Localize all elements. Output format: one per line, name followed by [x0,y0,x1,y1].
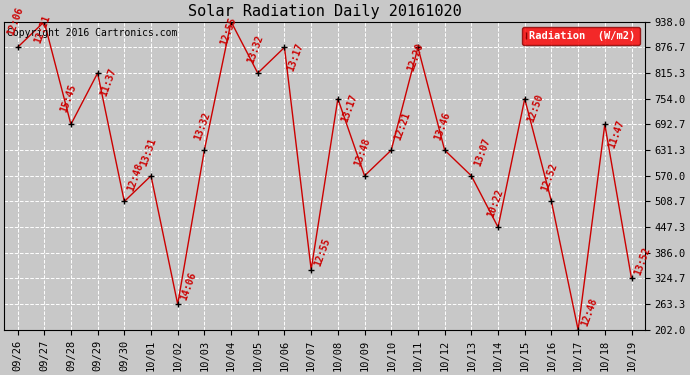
Text: 12:06: 12:06 [6,6,25,37]
Text: 12:21: 12:21 [32,13,52,45]
Text: Copyright 2016 Cartronics.com: Copyright 2016 Cartronics.com [8,28,178,38]
Text: 10:22: 10:22 [486,188,506,219]
Text: 12:21: 12:21 [393,111,412,142]
Title: Solar Radiation Daily 20161020: Solar Radiation Daily 20161020 [188,4,462,19]
Text: 12:50: 12:50 [526,93,546,124]
Text: 12:52: 12:52 [540,162,559,193]
Text: 15:45: 15:45 [59,83,79,114]
Text: 13:46: 13:46 [433,111,452,142]
Text: 13:31: 13:31 [139,136,159,167]
Text: 13:52: 13:52 [633,245,652,276]
Text: 13:32: 13:32 [246,34,265,64]
Text: 13:48: 13:48 [353,136,372,167]
Text: 14:06: 14:06 [179,271,199,302]
Text: 13:17: 13:17 [339,93,359,124]
Text: 11:47: 11:47 [606,118,626,150]
Text: 11:37: 11:37 [99,67,119,98]
Text: 12:48: 12:48 [126,162,145,193]
Text: 12:20: 12:20 [406,41,425,72]
Text: 13:07: 13:07 [473,136,492,167]
Text: 12:55: 12:55 [313,236,332,267]
Text: 13:17: 13:17 [286,41,305,72]
Text: 12:55: 12:55 [219,16,239,47]
Text: 12:48: 12:48 [580,297,599,328]
Text: 13:32: 13:32 [193,111,212,142]
Legend: Radiation  (W/m2): Radiation (W/m2) [522,27,640,45]
